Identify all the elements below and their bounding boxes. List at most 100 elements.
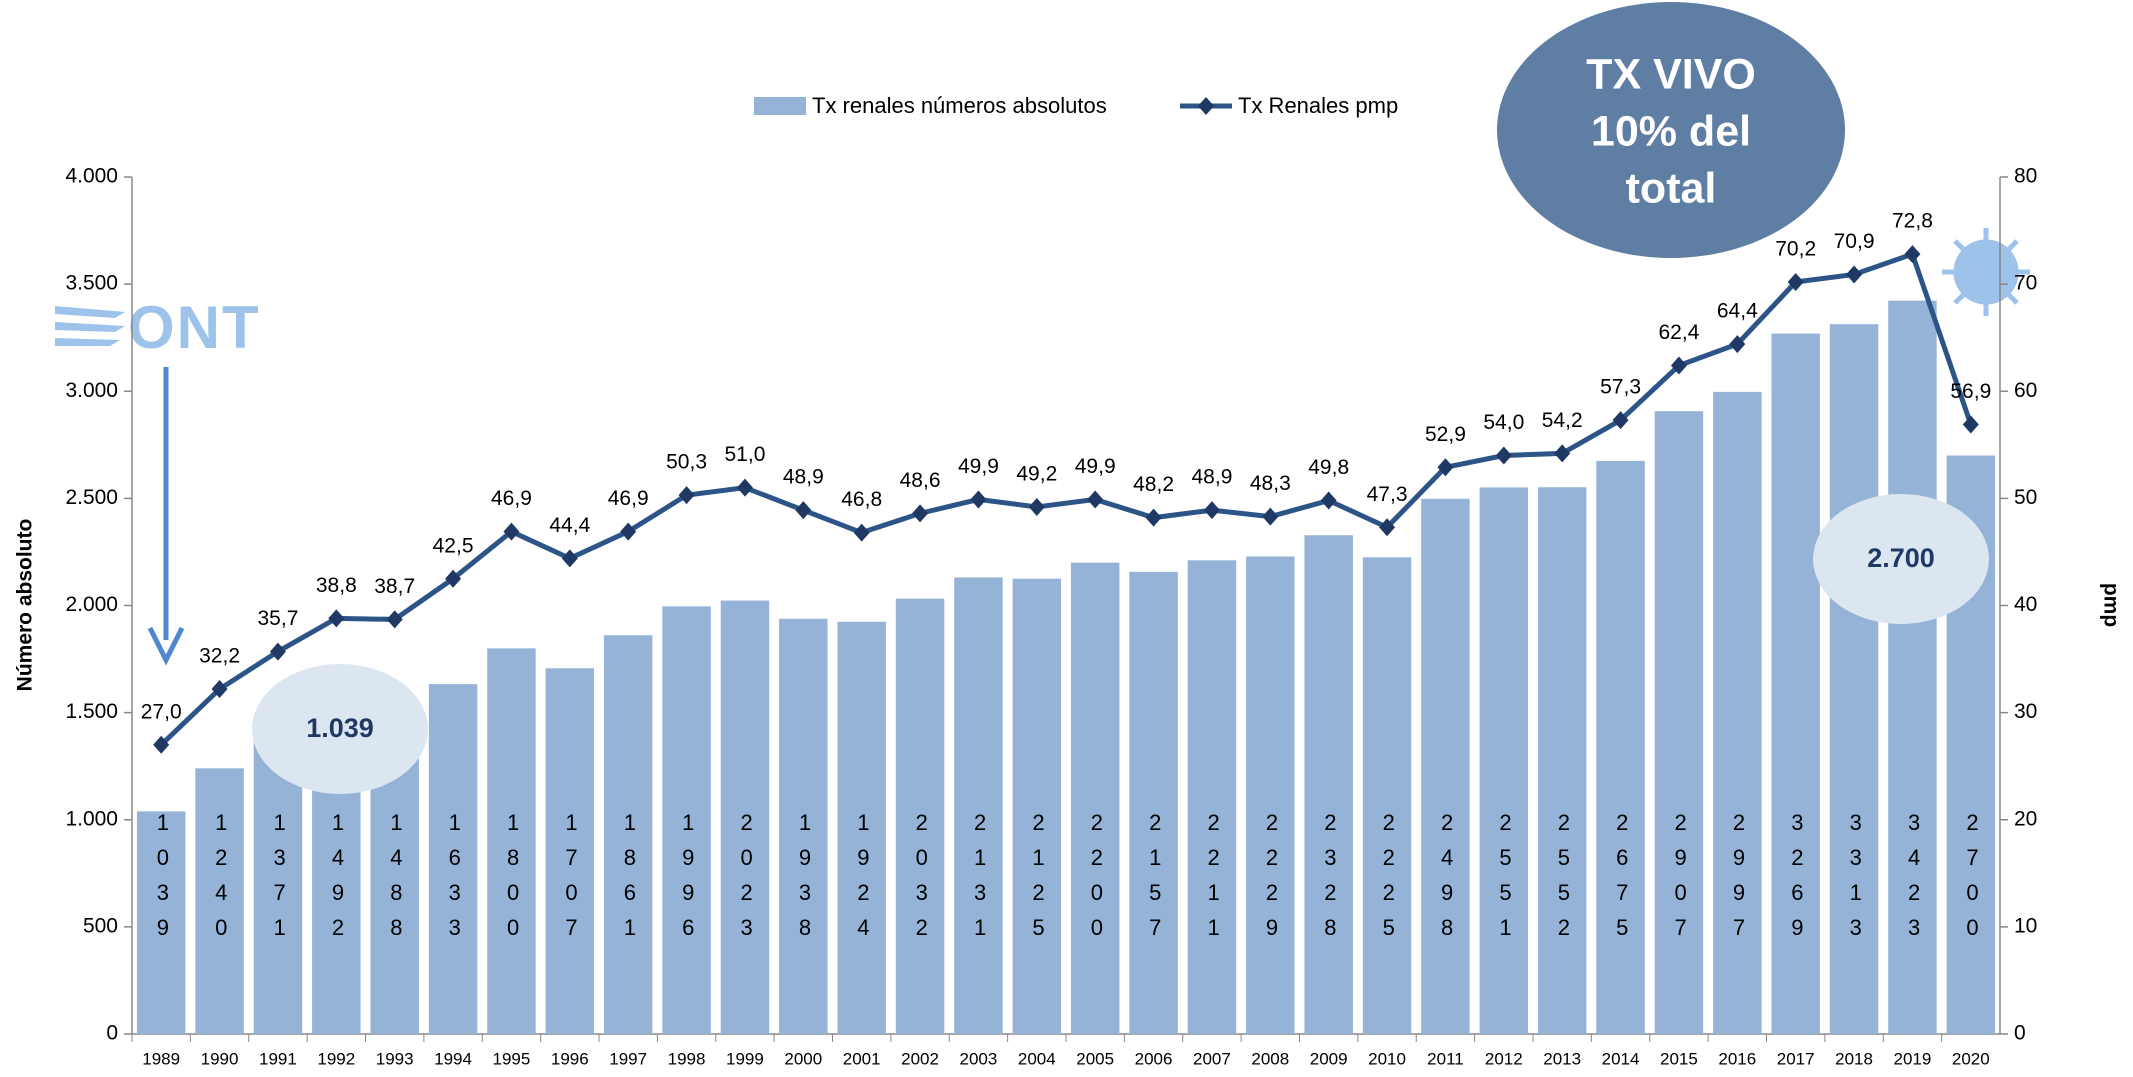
- line-marker: [1028, 497, 1045, 516]
- bar: [720, 600, 770, 1034]
- line-value-label: 46,9: [608, 487, 649, 510]
- y2-tick-label: 10: [2014, 914, 2037, 937]
- arrow-head: [147, 626, 185, 666]
- x-tick-label: 1996: [551, 1049, 589, 1068]
- line-value-label: 47,3: [1367, 483, 1408, 506]
- line-marker: [1145, 508, 1162, 527]
- callout-text: total: [1626, 164, 1717, 212]
- y-axis-label: Número absoluto: [14, 519, 37, 692]
- x-tick-label: 1997: [609, 1049, 647, 1068]
- line-marker: [736, 478, 753, 497]
- x-tick-label: 2014: [1602, 1049, 1640, 1068]
- highlight-bubble: [1813, 494, 1989, 624]
- line-value-label: 46,9: [491, 487, 532, 510]
- bar-value-label: 2225: [1376, 810, 1401, 950]
- bar-value-label: 1240: [209, 810, 234, 950]
- bar: [1479, 487, 1529, 1034]
- highlight-text: 1.039: [306, 713, 374, 743]
- bar-value-label: 1633: [442, 810, 467, 950]
- bar: [428, 684, 478, 1034]
- line-marker: [1087, 490, 1104, 509]
- x-tick-label: 2013: [1543, 1049, 1581, 1068]
- bar-value-label: 1707: [559, 810, 584, 950]
- x-tick-label: 2011: [1427, 1049, 1464, 1068]
- callout-text: 10% del: [1591, 107, 1751, 155]
- bar-value-label: 1938: [793, 810, 818, 950]
- x-tick-label: 2015: [1660, 1049, 1698, 1068]
- x-tick-label: 2000: [784, 1049, 822, 1068]
- bar-value-label: 2700: [1960, 810, 1985, 950]
- x-tick-label: 2005: [1076, 1049, 1114, 1068]
- bar-value-label: 2211: [1201, 810, 1226, 950]
- line-marker: [1962, 415, 1979, 434]
- line-value-label: 64,4: [1717, 300, 1758, 323]
- y-tick-label: 1.500: [65, 700, 118, 723]
- x-tick-label: 2018: [1835, 1049, 1873, 1068]
- legend-label: Tx renales números absolutos: [812, 93, 1107, 118]
- bar: [1713, 391, 1762, 1034]
- bar-value-label: 2023: [734, 810, 759, 950]
- line-marker: [795, 501, 812, 520]
- x-tick-label: 2004: [1018, 1049, 1056, 1068]
- line-value-label: 46,8: [841, 488, 882, 511]
- bar-value-label: 1800: [501, 810, 526, 950]
- highlight-bubble: [252, 664, 428, 794]
- bar-value-label: 2131: [968, 810, 993, 950]
- y-tick-label: 4.000: [65, 165, 118, 188]
- x-tick-label: 2010: [1368, 1049, 1406, 1068]
- y-tick-label: 500: [83, 914, 118, 937]
- bar: [545, 668, 595, 1034]
- bar: [1187, 560, 1237, 1034]
- y-tick-label: 2.000: [65, 593, 118, 616]
- line-marker: [1495, 446, 1512, 465]
- line-value-label: 49,8: [1308, 456, 1349, 479]
- virus-icon: [1942, 228, 2030, 316]
- bar-value-label: 2328: [1318, 810, 1343, 950]
- x-tick-label: 2007: [1193, 1049, 1231, 1068]
- line-marker: [328, 609, 345, 628]
- line-marker: [1612, 411, 1629, 430]
- bar-value-label: 2229: [1260, 810, 1285, 950]
- bar-value-label: 1371: [267, 810, 292, 950]
- bar-value-label: 1861: [617, 810, 642, 950]
- line-value-label: 38,7: [374, 575, 415, 598]
- y-tick-label: 2.500: [65, 486, 118, 509]
- bar: [487, 648, 536, 1034]
- line-value-label: 52,9: [1425, 423, 1466, 446]
- line-value-label: 56,9: [1950, 380, 1991, 403]
- bar-value-label: 3423: [1902, 810, 1927, 950]
- bar-value-label: 1039: [150, 810, 175, 950]
- bar-value-label: 2551: [1493, 810, 1518, 950]
- line-marker: [386, 610, 403, 629]
- line-value-label: 42,5: [433, 534, 474, 557]
- x-tick-label: 2001: [843, 1049, 881, 1068]
- legend-marker: [1198, 97, 1214, 115]
- x-tick-label: 1993: [376, 1049, 414, 1068]
- line-marker: [1437, 458, 1454, 477]
- bar: [954, 577, 1003, 1034]
- y2-tick-label: 80: [2014, 165, 2037, 188]
- line-marker: [1846, 265, 1863, 284]
- bar-value-label: 2498: [1435, 810, 1460, 950]
- bar: [1654, 411, 1704, 1034]
- line-marker: [1670, 356, 1687, 375]
- y2-tick-label: 0: [2014, 1022, 2026, 1045]
- line-marker: [1787, 272, 1804, 291]
- line-marker: [445, 569, 462, 588]
- line-value-label: 35,7: [258, 607, 299, 630]
- line-value-label: 51,0: [725, 443, 766, 466]
- y-tick-label: 0: [106, 1022, 118, 1045]
- bar-value-label: 3269: [1785, 810, 1810, 950]
- line-marker: [1904, 245, 1921, 264]
- bar: [779, 618, 828, 1034]
- y2-axis-label: pmp: [2099, 583, 2122, 627]
- line-value-label: 27,0: [141, 700, 182, 723]
- line-marker: [1320, 491, 1337, 510]
- bar: [1129, 571, 1178, 1034]
- x-tick-label: 2012: [1485, 1049, 1523, 1068]
- bar: [1537, 487, 1587, 1034]
- bar: [1012, 578, 1062, 1034]
- x-tick-label: 1991: [259, 1049, 297, 1068]
- bar: [1246, 556, 1295, 1034]
- line-value-label: 54,2: [1542, 409, 1583, 432]
